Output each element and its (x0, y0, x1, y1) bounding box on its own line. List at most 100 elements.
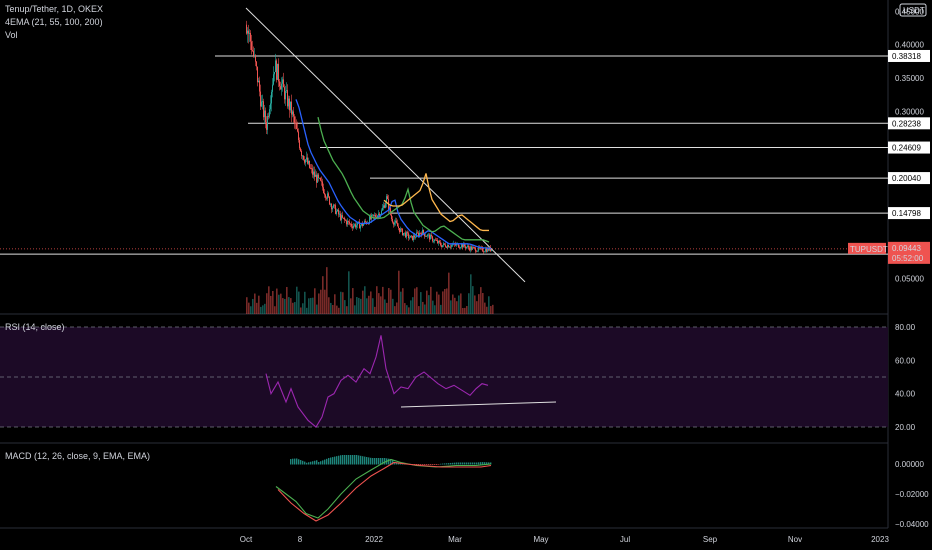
candle-body (266, 122, 267, 130)
macd-histogram-bar (340, 455, 342, 465)
candle-body (461, 244, 462, 248)
macd-histogram-bar (434, 464, 436, 465)
macd-histogram-bar (480, 462, 482, 465)
volume-bar (362, 290, 364, 314)
macd-histogram-bar (388, 458, 390, 465)
volume-bar (286, 286, 288, 314)
volume-bar (374, 306, 376, 314)
price-tick-label: 0.35000 (895, 74, 924, 83)
candle-body (273, 74, 274, 85)
macd-histogram-bar (314, 460, 316, 465)
level-price-label: 0.20040 (892, 174, 921, 183)
macd-histogram-bar (292, 458, 294, 465)
candle-body (246, 24, 247, 34)
ema55-line (317, 117, 490, 243)
candle-body (415, 237, 416, 239)
macd-histogram-bar (378, 458, 380, 465)
candle-body (401, 228, 402, 230)
candle-body (447, 245, 448, 248)
macd-histogram-bar (290, 459, 292, 465)
macd-histogram-bar (364, 456, 366, 465)
macd-histogram-bar (438, 464, 440, 465)
time-tick-label: Sep (703, 535, 718, 544)
candle-body (345, 219, 346, 221)
volume-bar (420, 292, 422, 314)
candle-body (315, 174, 316, 177)
candle-body (475, 247, 476, 252)
volume-bar (438, 294, 440, 314)
volume-bar (400, 291, 402, 314)
macd-histogram-bar (324, 459, 326, 465)
volume-bar (266, 293, 268, 314)
candle-body (434, 239, 435, 242)
candle-body (300, 148, 301, 151)
currency-label: USDT (903, 6, 925, 15)
candle-body (279, 81, 280, 87)
macd-histogram-bar (322, 460, 324, 465)
macd-histogram-bar (338, 455, 340, 465)
candle-body (385, 203, 386, 208)
candle-body (390, 207, 391, 215)
candle-body (282, 79, 283, 84)
macd-histogram-bar (452, 462, 454, 465)
macd-histogram-bar (472, 462, 474, 465)
candle-body (395, 220, 396, 223)
candle-body (462, 244, 463, 248)
time-tick-label: 2022 (365, 535, 383, 544)
macd-histogram-bar (374, 458, 376, 465)
candle-body (275, 60, 276, 73)
volume-bar (396, 302, 398, 314)
candle-body (337, 209, 338, 212)
macd-histogram-bar (450, 462, 452, 465)
volume-bar (378, 293, 380, 314)
macd-histogram-bar (376, 458, 378, 465)
macd-tick-label: 0.00000 (895, 460, 924, 469)
level-price-tag (888, 117, 930, 130)
last-price-value: 0.09443 (892, 244, 921, 253)
volume-bar (296, 286, 298, 314)
volume-bar (456, 301, 458, 314)
candle-body (384, 205, 385, 208)
volume-bar (324, 289, 326, 314)
macd-histogram-bar (326, 458, 328, 465)
candle-body (474, 247, 475, 249)
candle-body (486, 249, 487, 252)
candle-body (374, 215, 375, 216)
candle-body (263, 101, 264, 118)
volume-bar (270, 295, 272, 314)
volume-bar (418, 306, 420, 314)
candle-body (485, 249, 486, 252)
candle-body (426, 236, 427, 237)
candle-body (289, 98, 290, 111)
macd-histogram-bar (428, 464, 430, 465)
candle-body (400, 228, 401, 232)
candle-body (274, 72, 275, 75)
candle-body (433, 241, 434, 242)
macd-histogram-bar (312, 461, 314, 465)
candle-body (399, 228, 400, 232)
volume-bar (430, 286, 432, 314)
descending-trendline (245, 7, 526, 283)
volume-bar (450, 300, 452, 314)
signal-line (277, 461, 492, 522)
candle-body (299, 140, 300, 149)
volume-bar (402, 288, 404, 314)
macd-histogram-bar (358, 455, 360, 465)
candle-body (425, 236, 426, 237)
candle-body (465, 246, 466, 249)
candle-body (265, 110, 266, 123)
volume-bar (428, 295, 430, 314)
candle-body (387, 196, 388, 200)
macd-histogram-bar (334, 456, 336, 465)
candle-body (249, 32, 250, 34)
last-price-tag (888, 241, 930, 264)
volume-indicator-label: Vol (5, 30, 18, 40)
candle-body (355, 224, 356, 228)
candle-body (247, 30, 248, 34)
macd-histogram-bar (444, 463, 446, 465)
macd-histogram-bar (310, 461, 312, 465)
time-tick-label: May (533, 535, 548, 544)
volume-bar (482, 293, 484, 314)
candle-body (293, 111, 294, 117)
